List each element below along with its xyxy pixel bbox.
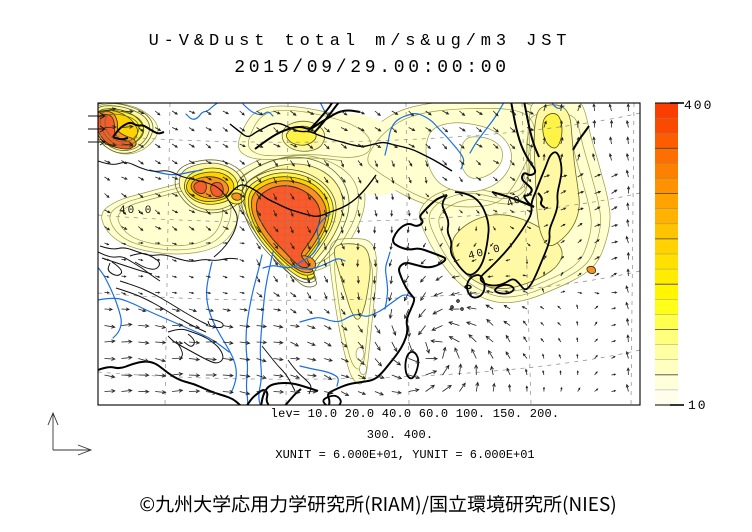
svg-text:2015/09/29.00:00:00: 2015/09/29.00:00:00 bbox=[234, 58, 510, 78]
svg-text:40: 40 bbox=[505, 194, 524, 211]
svg-text:U-V&Dust total m/s&ug/m3 JST: U-V&Dust total m/s&ug/m3 JST bbox=[149, 32, 572, 51]
svg-text:400: 400 bbox=[684, 98, 713, 113]
svg-text:40.0: 40.0 bbox=[119, 205, 153, 217]
svg-text:10: 10 bbox=[688, 398, 708, 413]
svg-text:XUNIT = 6.000E+01, YUNIT = 6.0: XUNIT = 6.000E+01, YUNIT = 6.000E+01 bbox=[275, 448, 534, 462]
svg-text:300. 400.: 300. 400. bbox=[367, 428, 434, 442]
svg-text:lev= 10.0 20.0 40.0 60.0 100.: lev= 10.0 20.0 40.0 60.0 100. 150. 200. bbox=[271, 407, 560, 421]
